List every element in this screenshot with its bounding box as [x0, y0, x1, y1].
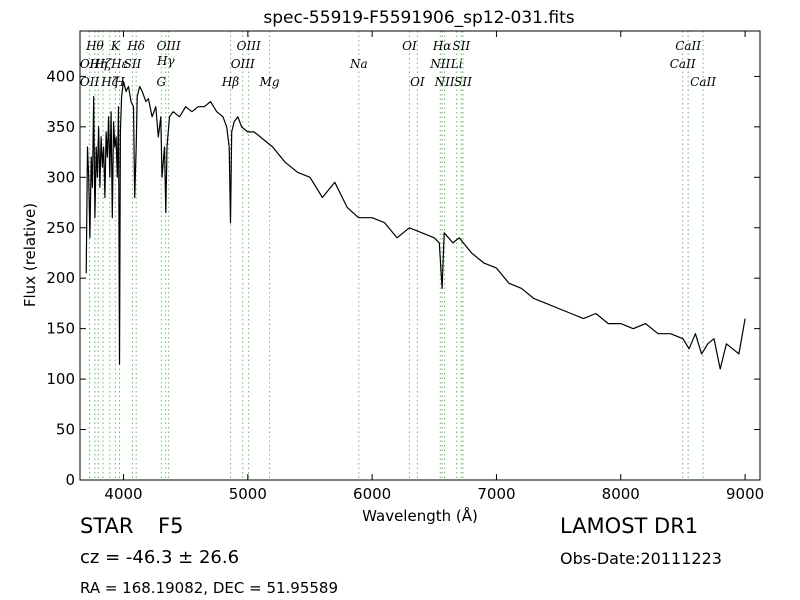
spectrum-line-0	[85, 80, 746, 370]
y-axis-label: Flux (relative)	[21, 203, 39, 307]
line-label-18: Na	[349, 57, 368, 71]
line-label-4: Hζ	[94, 57, 113, 71]
line-label-11: G	[157, 75, 167, 89]
x-tick-label-5: 9000	[726, 485, 764, 503]
line-markers	[89, 31, 704, 480]
line-label-24: Li	[450, 57, 463, 71]
line-label-13: OIII	[157, 39, 181, 53]
line-label-25: SII	[452, 39, 470, 53]
line-label-1: OII	[80, 75, 100, 89]
line-label-16: OIII	[237, 39, 261, 53]
y-tick-label-6: 300	[46, 168, 75, 186]
y-tick-label-1: 50	[56, 421, 75, 439]
line-label-22: Hα	[432, 39, 452, 53]
x-tick-label-1: 5000	[229, 485, 267, 503]
object-subclass: F5	[158, 514, 184, 538]
line-label-21: NII	[429, 57, 450, 71]
y-tick-label-8: 400	[46, 67, 75, 85]
line-label-23: NII	[434, 75, 455, 89]
y-tick-label-5: 250	[46, 219, 75, 237]
line-label-10: Hδ	[126, 39, 145, 53]
line-label-19: OI	[402, 39, 417, 53]
x-axis: 4000 5000 6000 7000 8000 9000	[104, 31, 764, 503]
line-label-26: SII	[454, 75, 472, 89]
coordinates: RA = 168.19082, DEC = 51.95589	[80, 579, 339, 597]
line-label-28: CaII	[675, 39, 701, 53]
line-label-20: OI	[410, 75, 425, 89]
plot-frame	[79, 30, 761, 481]
obs-date: Obs-Date:20111223	[560, 549, 722, 568]
line-label-8: H	[113, 75, 125, 89]
y-axis: 0 50 100 150 200 250 300 350 400	[46, 67, 760, 489]
line-label-27: CaII	[670, 57, 696, 71]
object-class: STAR	[80, 514, 134, 538]
x-tick-label-4: 8000	[602, 485, 640, 503]
line-label-12: Hγ	[156, 54, 175, 68]
y-tick-label-7: 350	[46, 118, 75, 136]
line-label-14: Hβ	[221, 75, 239, 89]
series-group	[85, 80, 746, 370]
line-label-29: CaII	[690, 75, 716, 89]
redshift-text: cz = -46.3 ± 26.6	[80, 547, 240, 568]
x-tick-label-2: 6000	[353, 485, 391, 503]
line-label-5: Hζ	[100, 75, 119, 89]
line-label-2: Hθ	[85, 39, 104, 53]
y-tick-label-4: 200	[46, 269, 75, 287]
line-label-17: Mg	[259, 75, 280, 89]
survey-name: LAMOST DR1	[560, 514, 699, 538]
x-axis-label: Wavelength (Å)	[362, 506, 478, 525]
x-tick-label-3: 7000	[477, 485, 515, 503]
y-tick-label-3: 150	[46, 320, 75, 338]
y-tick-label-2: 100	[46, 370, 75, 388]
chart-title: spec-55919-F5591906_sp12-031.fits	[263, 8, 574, 28]
line-label-15: OIII	[231, 57, 255, 71]
x-tick-label-0: 4000	[104, 485, 142, 503]
y-tick-label-0: 0	[65, 471, 75, 489]
line-label-9: SII	[124, 57, 142, 71]
line-label-3: Hη	[88, 57, 107, 71]
line-labels: OIIOIIHθHηHζHζKHεHSIIHδGHγOIIIHβOIIIOIII…	[80, 39, 716, 89]
line-label-7: Hε	[110, 57, 128, 71]
line-label-6: K	[110, 39, 121, 53]
line-label-0: OII	[80, 57, 100, 71]
